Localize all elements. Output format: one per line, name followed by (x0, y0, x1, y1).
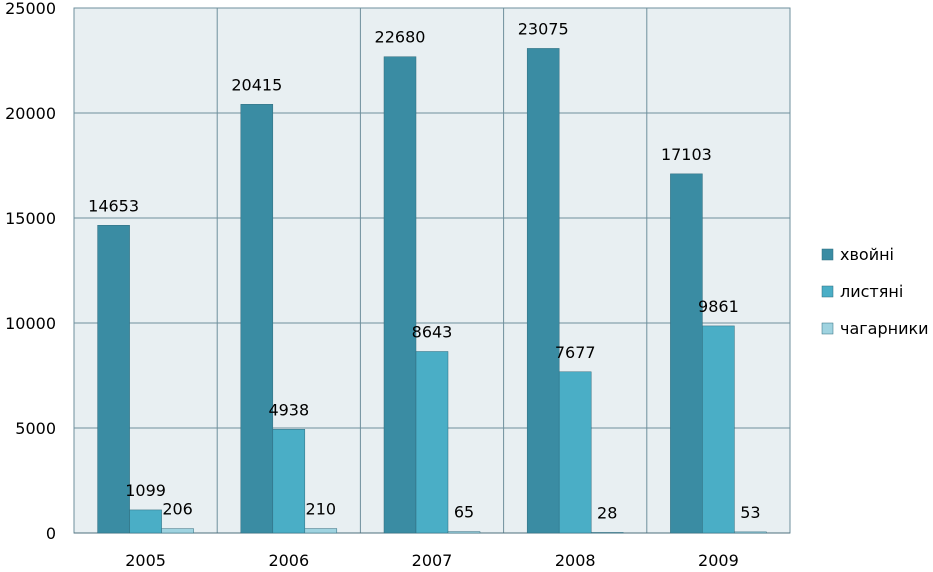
x-tick-label: 2009 (698, 551, 739, 570)
bar (526, 48, 560, 534)
x-axis: 2005 2006 2007 2008 2009 (125, 551, 739, 570)
bar (304, 528, 338, 534)
data-label: 20415 (231, 75, 282, 94)
bar (240, 104, 274, 534)
bar (734, 531, 767, 534)
bar (129, 509, 162, 534)
data-label: 28 (597, 503, 617, 522)
bar (161, 528, 194, 534)
bar (447, 531, 481, 534)
y-tick-label: 0 (46, 524, 56, 543)
legend: хвойні листяні чагарники (821, 245, 929, 338)
data-label: 14653 (88, 196, 139, 215)
data-label: 4938 (268, 400, 309, 419)
y-tick-label: 25000 (5, 0, 56, 18)
y-tick-label: 20000 (5, 104, 56, 123)
x-tick-label: 2007 (412, 551, 453, 570)
y-axis: 0 5000 10000 15000 20000 25000 (5, 0, 56, 543)
y-tick-label: 10000 (5, 314, 56, 333)
x-tick-label: 2008 (555, 551, 596, 570)
legend-label: листяні (840, 282, 903, 301)
data-label: 8643 (412, 322, 453, 341)
bar (415, 351, 449, 534)
data-label: 17103 (661, 145, 712, 164)
y-tick-label: 15000 (5, 209, 56, 228)
bar (272, 429, 306, 534)
legend-label: хвойні (840, 245, 894, 264)
bar (97, 225, 130, 534)
bar (702, 325, 735, 534)
data-label: 210 (306, 500, 337, 519)
data-label: 65 (454, 503, 474, 522)
data-label: 7677 (555, 343, 596, 362)
data-label: 22680 (375, 28, 426, 47)
x-tick-label: 2006 (268, 551, 309, 570)
bar (558, 371, 592, 534)
data-label: 206 (162, 500, 193, 519)
legend-label: чагарники (840, 319, 929, 338)
bars (97, 48, 767, 534)
data-label: 1099 (125, 481, 166, 500)
bar (383, 56, 417, 534)
legend-swatch (821, 285, 834, 298)
data-label: 23075 (518, 19, 569, 38)
data-label: 53 (740, 503, 760, 522)
y-tick-label: 5000 (15, 419, 56, 438)
x-tick-label: 2005 (125, 551, 166, 570)
legend-swatch (821, 248, 834, 261)
data-label: 9861 (698, 297, 739, 316)
bar (670, 173, 703, 534)
legend-swatch (821, 322, 834, 335)
bar (590, 532, 624, 534)
